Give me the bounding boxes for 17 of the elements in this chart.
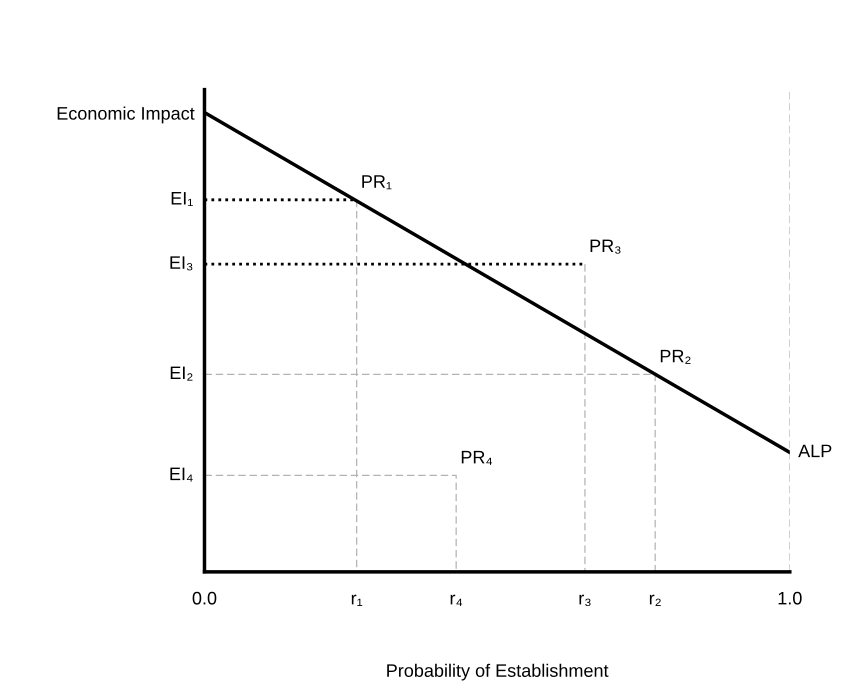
annotation: EI₂ [170,366,192,381]
x-tick-label: r₁ [352,594,362,606]
x-tick-label: r₄ [450,594,462,606]
x-tick-label: 1.0 [778,592,802,605]
x-tick-label: r₃ [579,594,591,606]
x-tick-label: r₂ [650,594,661,606]
x-tick-label: 0.0 [192,592,216,605]
y-axis-title: Economic Impact [58,106,195,124]
series-label: ALP [798,444,832,458]
annotation: PR₄ [462,450,492,465]
annotation: PR₁ [362,175,392,190]
annotation: PR₃ [590,240,621,254]
annotation: EI₁ [172,192,193,206]
annotation: EI₃ [170,256,192,270]
x-axis-title: Probability of Establishment [387,664,608,681]
annotation: EI₄ [170,468,193,482]
annotation: PR₂ [660,350,691,364]
